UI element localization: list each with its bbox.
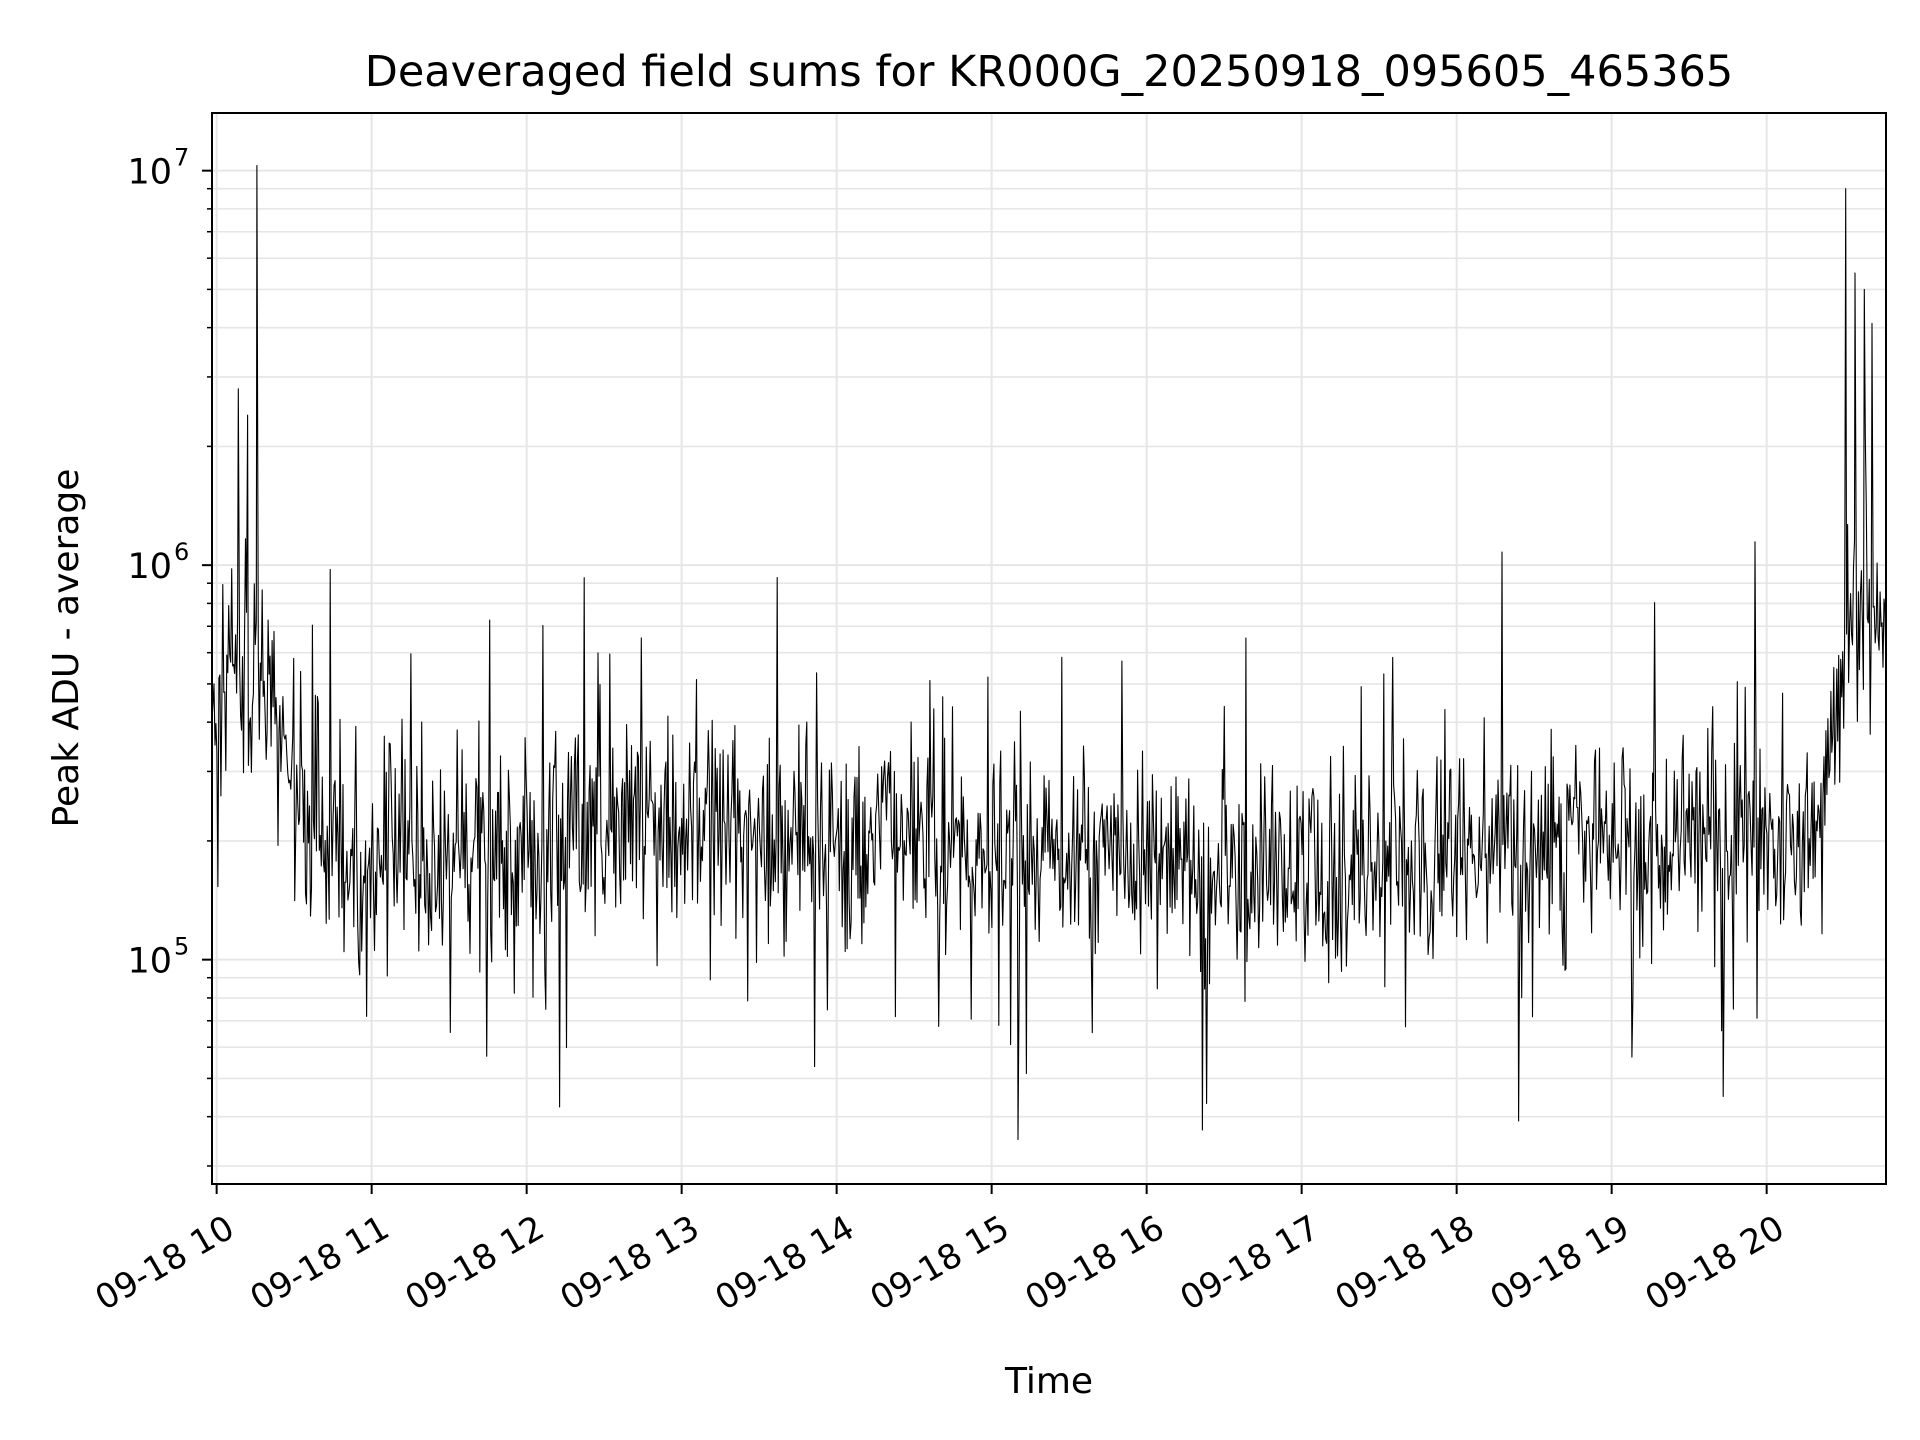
y-tick-label: 10 — [127, 942, 172, 982]
y-tick-exponent: 5 — [174, 933, 189, 961]
y-axis-label: Peak ADU - average — [46, 469, 87, 828]
grid — [212, 113, 1886, 1184]
x-axis-label: Time — [1004, 1361, 1093, 1402]
series-line — [211, 165, 1887, 1141]
y-tick-label: 10 — [127, 547, 172, 587]
y-tick-exponent: 7 — [174, 144, 189, 172]
chart-title: Deaveraged field sums for KR000G_2025091… — [365, 47, 1734, 97]
y-tick-label: 10 — [127, 153, 172, 193]
plot-frame — [211, 112, 1887, 1185]
y-tick-exponent: 6 — [174, 538, 189, 566]
series-group — [211, 165, 1887, 1141]
